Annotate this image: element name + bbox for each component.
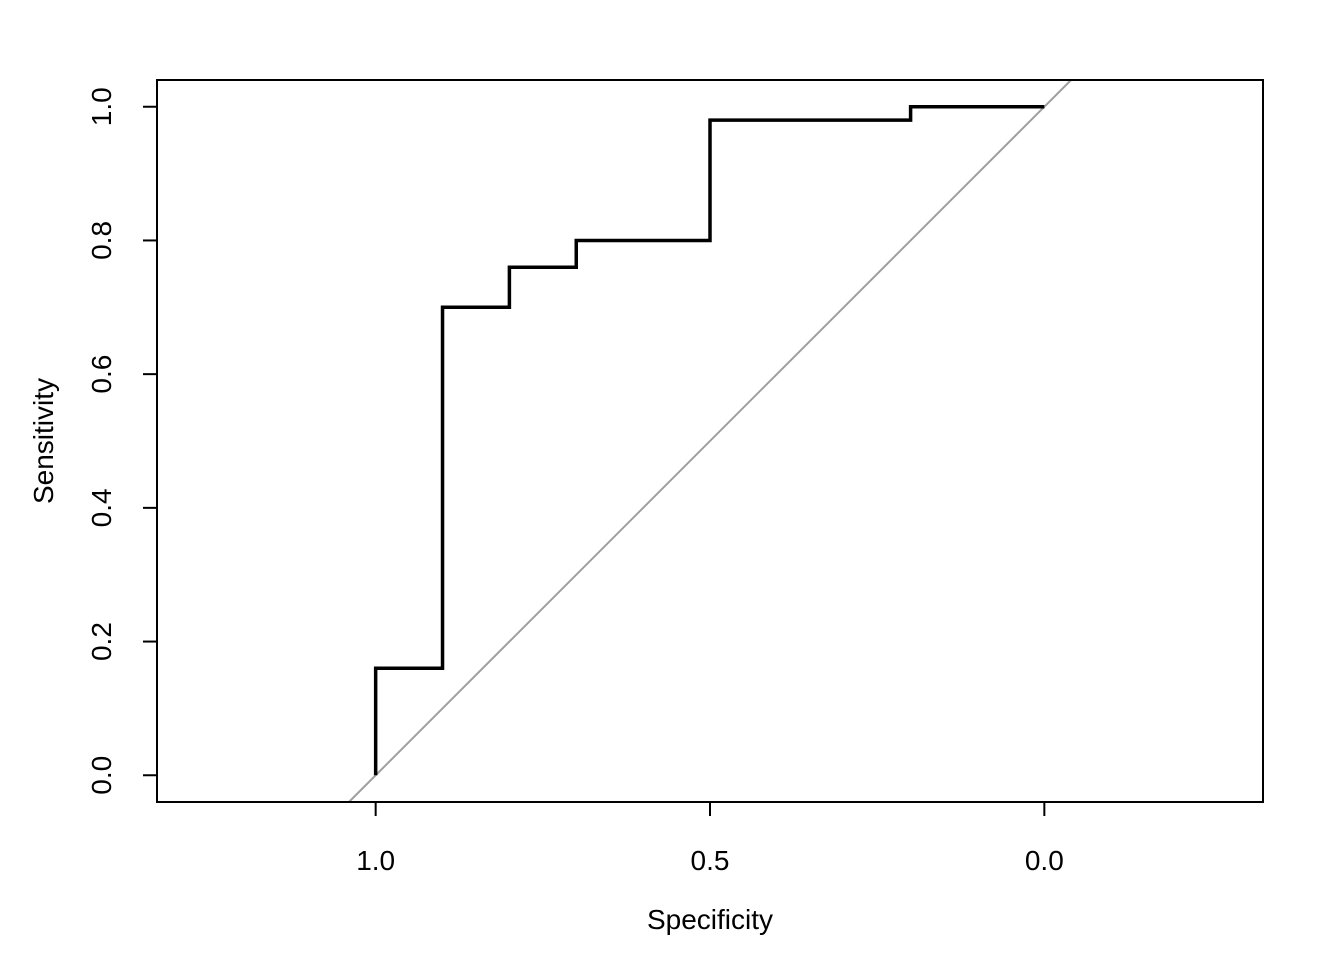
x-axis-label: Specificity	[647, 904, 773, 935]
x-tick-label: 1.0	[356, 845, 395, 876]
x-tick-label: 0.0	[1025, 845, 1064, 876]
y-tick-label: 0.2	[86, 622, 117, 661]
roc-curve-line	[373, 104, 1045, 776]
y-axis-label: Sensitivity	[28, 378, 59, 504]
x-axis: 1.0 0.5 0.0	[356, 801, 1064, 876]
y-tick-label: 0.0	[86, 756, 117, 795]
x-tick-label: 0.5	[691, 845, 730, 876]
y-tick-label: 0.6	[86, 355, 117, 394]
y-tick-label: 0.8	[86, 221, 117, 260]
reference-line-layer	[348, 79, 1072, 803]
y-tick-label: 0.4	[86, 488, 117, 527]
y-tick-label: 1.0	[86, 87, 117, 126]
reference-diagonal-line	[348, 79, 1072, 803]
y-axis: 0.0 0.2 0.4 0.6 0.8 1.0	[86, 87, 158, 795]
series-layer	[373, 104, 1045, 776]
